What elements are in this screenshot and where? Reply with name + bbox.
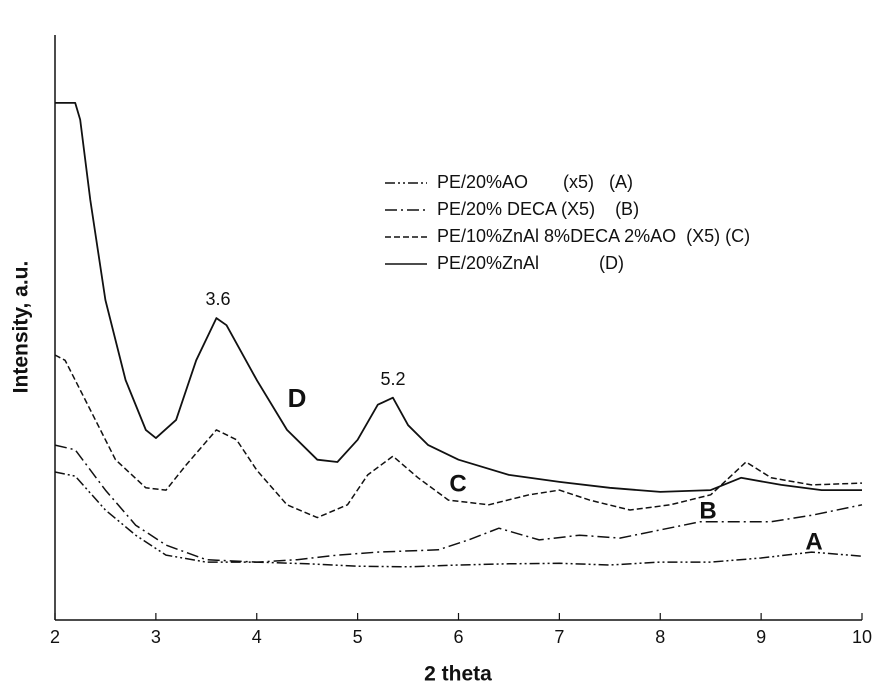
x-tick-label: 3: [151, 627, 161, 647]
annotation: D: [288, 383, 307, 413]
data-line: [54, 354, 863, 519]
y-axis-label: Intensity, a.u.: [10, 261, 33, 394]
x-tick-label: 7: [554, 627, 564, 647]
x-tick-label: 6: [453, 627, 463, 647]
x-axis-label: 2 theta: [424, 663, 492, 686]
x-tick-label: 5: [353, 627, 363, 647]
legend-label: PE/20% DECA (X5) (B): [437, 199, 639, 219]
annotation: 3.6: [205, 289, 230, 309]
x-tick-label: 4: [252, 627, 262, 647]
annotation: B: [699, 497, 716, 524]
annotation: A: [805, 528, 822, 555]
x-tick-label: 10: [852, 627, 872, 647]
x-tick-label: 9: [756, 627, 766, 647]
legend-label: PE/20%ZnAl (D): [437, 253, 624, 273]
data-line: [54, 444, 863, 563]
data-line: [54, 471, 863, 568]
annotation: C: [449, 470, 466, 497]
x-tick-label: 8: [655, 627, 665, 647]
x-tick-label: 2: [50, 627, 60, 647]
legend-label: PE/20%AO (x5) (A): [437, 172, 633, 192]
annotation: 5.2: [380, 369, 405, 389]
data-line: [55, 102, 862, 493]
legend-label: PE/10%ZnAl 8%DECA 2%AO (X5) (C): [437, 226, 750, 246]
